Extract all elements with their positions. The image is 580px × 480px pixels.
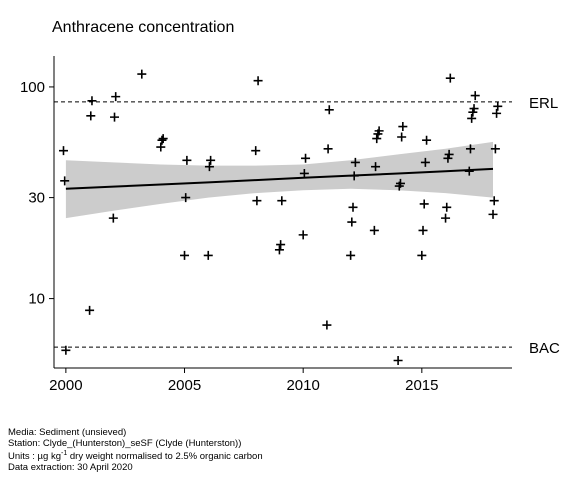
- data-point: [350, 157, 360, 167]
- data-point: [108, 213, 118, 223]
- data-point: [467, 113, 477, 123]
- data-point: [203, 250, 213, 260]
- data-point: [137, 69, 147, 79]
- data-point: [156, 142, 166, 152]
- data-point: [253, 76, 263, 86]
- threshold-label-bac: BAC: [529, 340, 560, 357]
- data-point: [417, 250, 427, 260]
- data-point: [349, 171, 359, 181]
- data-point: [493, 101, 503, 111]
- data-point: [348, 202, 358, 212]
- data-point: [422, 135, 432, 145]
- data-point: [374, 126, 384, 136]
- data-point: [346, 250, 356, 260]
- data-point: [464, 166, 474, 176]
- footer-media: Media: Sediment (unsieved): [8, 427, 127, 438]
- confidence-band: [65, 141, 494, 219]
- data-point: [420, 157, 430, 167]
- data-point: [277, 196, 287, 206]
- data-point: [60, 176, 70, 186]
- data-point: [395, 178, 405, 188]
- data-point: [465, 144, 475, 154]
- data-point: [299, 168, 309, 178]
- data-point: [252, 196, 262, 206]
- data-point: [86, 111, 96, 121]
- data-point: [204, 162, 214, 172]
- data-point: [397, 132, 407, 142]
- data-point: [61, 345, 71, 355]
- y-tick-label: 30: [28, 190, 45, 207]
- data-point: [488, 209, 498, 219]
- data-point: [87, 96, 97, 106]
- data-point: [157, 135, 167, 145]
- data-point: [442, 202, 452, 212]
- data-point: [398, 122, 408, 132]
- x-tick-label: 2015: [405, 377, 438, 394]
- data-point: [347, 217, 357, 227]
- data-point: [324, 105, 334, 115]
- data-point: [369, 225, 379, 235]
- units-suffix: dry weight normalised to 2.5% organic ca…: [67, 451, 263, 463]
- x-tick-label: 2010: [286, 377, 319, 394]
- data-point: [443, 153, 453, 163]
- x-tick-label: 2000: [49, 377, 82, 394]
- chart-footer: Media: Sediment (unsieved) Station: Clyd…: [8, 427, 263, 473]
- y-tick-label: 10: [28, 291, 45, 308]
- chart-title: Anthracene concentration: [52, 19, 235, 36]
- data-point: [444, 149, 454, 159]
- data-point: [182, 155, 192, 165]
- data-point: [441, 213, 451, 223]
- data-point: [158, 134, 168, 144]
- footer-units: Units : µg kg-1 dry weight normalised to…: [8, 449, 263, 463]
- data-point: [489, 196, 499, 206]
- data-point: [180, 250, 190, 260]
- data-point: [492, 108, 502, 118]
- threshold-label-erl: ERL: [529, 95, 558, 112]
- data-point: [85, 305, 95, 315]
- data-point: [371, 162, 381, 172]
- data-point: [298, 230, 308, 240]
- footer-station: Station: Clyde_(Hunterston)_seSF (Clyde …: [8, 437, 242, 449]
- data-point: [419, 199, 429, 209]
- data-point: [393, 355, 403, 365]
- data-point: [418, 225, 428, 235]
- data-point: [181, 193, 191, 203]
- data-point: [110, 112, 120, 122]
- data-point: [274, 245, 284, 255]
- data-point: [301, 153, 311, 163]
- data-point: [372, 134, 382, 144]
- data-point: [490, 144, 500, 154]
- data-point: [111, 92, 121, 102]
- trend-line: [65, 167, 494, 190]
- data-point: [469, 104, 479, 114]
- data-point: [323, 144, 333, 154]
- y-tick-label: 100: [20, 79, 45, 96]
- data-point: [322, 320, 332, 330]
- footer-extraction: Data extraction: 30 April 2020: [8, 461, 133, 473]
- x-tick-label: 2005: [168, 377, 201, 394]
- data-point: [251, 146, 261, 156]
- data-point: [58, 146, 68, 156]
- data-point: [206, 155, 216, 165]
- units-prefix: Units : µg kg: [8, 451, 61, 463]
- data-point: [445, 73, 455, 83]
- data-point: [276, 240, 286, 250]
- units-superscript: -1: [61, 450, 68, 457]
- data-point: [470, 91, 480, 101]
- concentration-chart: ERL BAC 10 30 100 2000 2005 2010 2015: [20, 56, 560, 394]
